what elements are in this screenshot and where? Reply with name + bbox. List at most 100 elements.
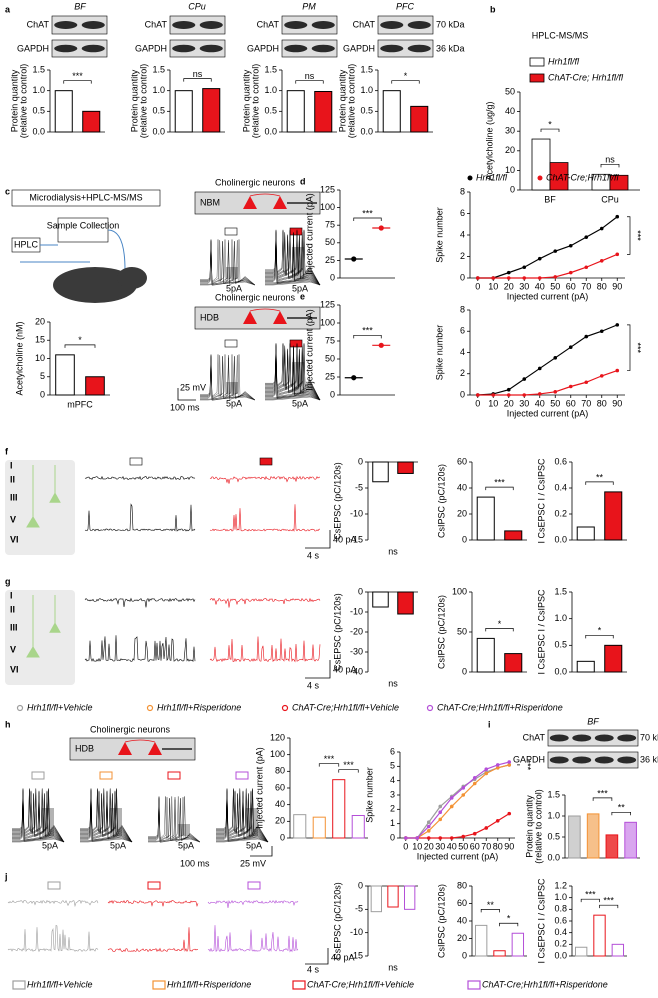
legend-marker: [537, 175, 543, 181]
blot-band: [407, 44, 431, 53]
trace: [80, 837, 133, 843]
bar: [293, 814, 307, 839]
y-tick-label: 0.2: [554, 508, 567, 518]
trace: [200, 281, 256, 286]
y-tick-label: 0: [358, 456, 363, 466]
x-tick-label: 50: [550, 398, 560, 408]
x-tick-label: 70: [581, 281, 591, 291]
trace: [207, 899, 299, 908]
trace: [12, 797, 65, 843]
series-point: [472, 776, 477, 780]
x-tick-label: 30: [435, 841, 445, 851]
trace: [265, 395, 321, 401]
trace: [265, 396, 321, 401]
blot-size: 70 kDa: [436, 19, 465, 29]
y-tick-label: 0.0: [554, 666, 567, 676]
y-tick-label: 0.0: [360, 126, 373, 136]
legend-label: Hrh1fl/fl: [548, 56, 580, 66]
y-tick-label: 0: [330, 272, 335, 282]
blot-label: GAPDH: [513, 754, 545, 764]
series-line: [405, 764, 510, 839]
legend-label: ChAT-Cre;Hrh1fl/fl+Risperidone: [437, 702, 563, 712]
y-tick-label: 1.0: [547, 810, 560, 820]
blot-band: [594, 734, 614, 742]
scale-label: 5pA: [292, 283, 308, 293]
scale-label: 100 ms: [170, 402, 200, 412]
panel-letter: d: [300, 176, 306, 186]
series-point: [568, 270, 573, 275]
trace: [209, 475, 321, 484]
significance-bracket: [540, 128, 560, 133]
y-tick-label: 0: [280, 832, 285, 842]
y-tick-label: 10: [505, 165, 515, 175]
series-point: [522, 265, 527, 270]
scale-label: 4 s: [307, 964, 320, 974]
x-tick-label: BF: [544, 194, 556, 204]
series-point: [506, 387, 511, 392]
trace: [148, 799, 201, 843]
y-tick-label: 4: [390, 775, 395, 785]
y-tick-label: 15: [35, 335, 45, 345]
series-point: [426, 836, 431, 840]
bar: [624, 821, 637, 859]
y-tick-label: 40: [457, 482, 467, 492]
scale-label: 40 pA: [333, 534, 357, 544]
blot: [377, 39, 434, 58]
series-point: [484, 826, 489, 830]
series-point: [495, 819, 500, 823]
legend-label: ChAT-Cre;Hrh1fl/fl+Vehicle: [292, 702, 399, 712]
mean-point: [351, 256, 357, 262]
y-tick-label: 10: [35, 353, 45, 363]
y-tick-label: 75: [325, 220, 335, 230]
significance-bracket: [611, 811, 631, 816]
blot: [377, 15, 434, 35]
bar: [605, 834, 619, 859]
bar: [493, 950, 506, 957]
significance-bracket: [585, 481, 614, 485]
y-tick-label: -20: [350, 626, 363, 636]
y-tick-label: 80: [457, 880, 467, 890]
trace: [265, 239, 321, 286]
neuron: [243, 196, 257, 209]
panel-letter: f: [5, 446, 9, 456]
x-axis-label: Injected current (pA): [507, 408, 589, 418]
layer-label: II: [10, 474, 15, 484]
scale-bar: [305, 948, 329, 965]
series-point: [584, 235, 589, 239]
significance-label: **: [487, 900, 495, 910]
layer-label: VI: [10, 664, 19, 674]
blot: [547, 729, 639, 747]
pyramidal-neuron: [26, 465, 61, 528]
series-point: [449, 796, 454, 800]
bar: [586, 813, 600, 859]
trace: [84, 635, 196, 663]
legend-marker: [12, 980, 26, 990]
neuron-dendrites: [249, 193, 281, 197]
significance-bracket: [64, 344, 96, 348]
blot-band: [572, 756, 592, 764]
y-tick-label: -5: [355, 904, 363, 914]
bar: [372, 461, 389, 483]
y-axis-label: Injected current (pA): [254, 747, 264, 829]
significance-label: *: [78, 335, 82, 345]
y-tick-label: 0.0: [547, 852, 560, 862]
y-tick-label: -40: [350, 666, 363, 676]
trace: [12, 837, 65, 843]
trace: [84, 503, 196, 532]
bar: [387, 885, 399, 908]
trace: [107, 900, 199, 908]
schematic-title: Cholinergic neurons: [215, 177, 296, 187]
bar: [85, 376, 105, 396]
significance-label: ***: [633, 342, 643, 353]
y-tick-label: 0: [358, 880, 363, 890]
series-point: [553, 356, 558, 360]
y-axis-label: Acetylcholine (nM): [14, 321, 24, 395]
blot-band: [594, 756, 614, 764]
series-point: [475, 276, 480, 280]
trace: [216, 837, 269, 843]
legend-marker: [281, 704, 289, 712]
trace: [265, 280, 321, 286]
bar: [55, 354, 75, 396]
trace: [216, 788, 269, 843]
